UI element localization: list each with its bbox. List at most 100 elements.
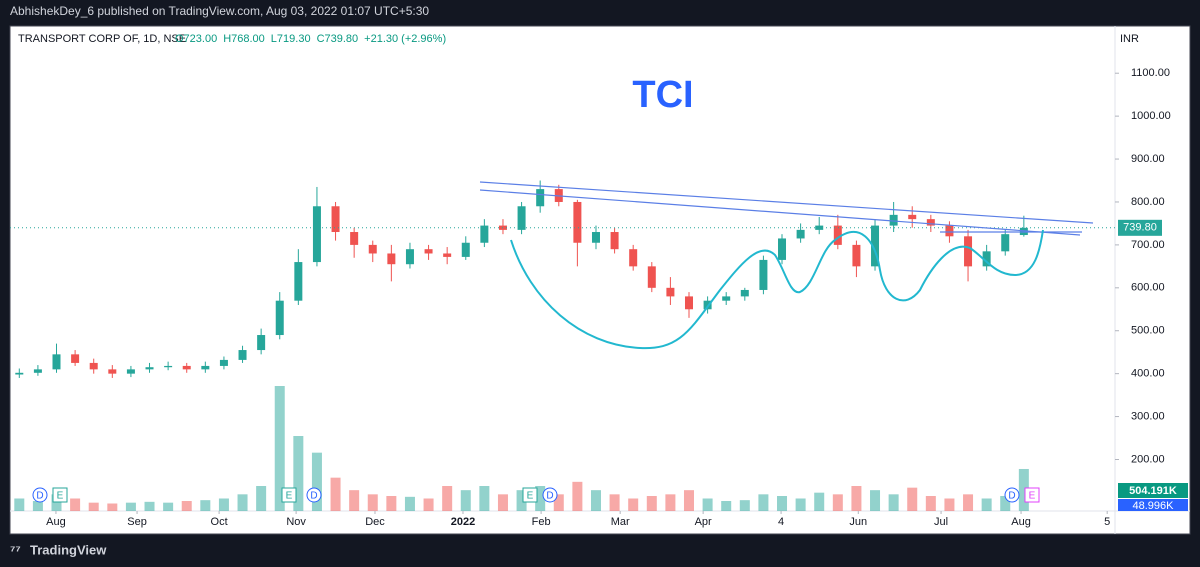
candle-body [350,232,359,245]
candle-body [424,249,433,254]
candle-body [15,372,24,375]
annotation-title: TCI [632,74,693,116]
volume-bar [516,490,527,511]
last-price-label: 739.80 [1123,222,1157,234]
candle-body [108,369,117,374]
volume-label: 504.191K [1129,485,1177,497]
candle-body [387,253,396,265]
volume-bar [777,496,788,511]
x-tick-label: 2022 [451,516,475,528]
volume-bar [330,477,341,511]
candle-body [610,232,619,250]
candle-body [964,236,973,267]
y-tick-label: 400.00 [1131,368,1165,380]
volume-bar [404,496,415,511]
volume-bar [200,500,211,511]
volume-bar [851,486,862,511]
candle-body [238,350,247,360]
volume-bar [125,502,136,511]
candle-body [591,232,600,243]
volume-bar [88,502,99,511]
candle-body [182,365,191,370]
volume-bar [237,494,248,511]
candle-body [926,219,935,226]
x-tick-label: Apr [695,516,712,528]
event-marker: D [546,491,553,502]
ohlc-value: +21.30 (+2.96%) [364,33,446,45]
x-tick-label: Dec [365,516,385,528]
candle-body [833,225,842,245]
candle-body [536,189,545,207]
volume-bar [925,496,936,511]
volume-bar [795,498,806,511]
candle-body [312,206,321,263]
volume-bar [646,496,657,511]
y-tick-label: 500.00 [1131,325,1165,337]
volume-bar [349,490,360,511]
volume-bar [739,500,750,511]
volume-ma-badge [1118,499,1188,511]
x-tick-label: Sep [127,516,147,528]
x-tick-label: Mar [611,516,630,528]
volume-bar [535,486,546,511]
volume-bar [32,501,43,511]
volume-bar [311,452,322,511]
event-marker: E [527,491,534,502]
volume-bar [832,494,843,511]
candle-body [219,359,228,366]
volume-bar [963,494,974,511]
volume-bar [1018,468,1029,511]
candle-body [126,369,135,374]
volume-bar [218,498,229,511]
volume-bar [144,501,155,511]
cup-handle-drawing [510,229,1044,350]
volume-bar [386,496,397,511]
candle-body [145,367,154,370]
volume-bar [683,490,694,511]
ohlc-value: C739.80 [317,33,359,45]
candle-body [405,249,414,265]
candle-body [1001,234,1010,252]
event-marker: E [286,491,293,502]
candle-body [629,249,638,267]
candle-body [89,362,98,370]
candle-body [517,206,526,230]
footer-brand: TradingView [30,542,107,557]
volume-bar [293,436,304,511]
candle-body [945,225,954,237]
candle-body [778,238,787,260]
candle-body [331,206,340,233]
x-tick-label: Jul [934,516,948,528]
candle-body [443,253,452,257]
volume-bar [442,486,453,511]
candle-body [759,259,768,290]
volume-bar [70,498,81,511]
volume-bar [423,498,434,511]
candle-body [889,214,898,226]
candle-body [294,262,303,301]
candle-body [815,225,824,230]
volume-bar [981,498,992,511]
volume-bar [590,490,601,511]
candle-body [480,225,489,243]
candle-body [740,289,749,297]
event-marker: D [1008,491,1015,502]
y-tick-label: 800.00 [1131,196,1165,208]
volume-bar [367,494,378,511]
volume-bar [665,494,676,511]
volume-bar [702,498,713,511]
ohlc-value: H768.00 [223,33,265,45]
candle-body [796,229,805,239]
volume-bar [609,494,620,511]
publisher: AbhishekDey_6 published on TradingView.c… [10,4,429,18]
candle-body [908,214,917,220]
candle-body [722,296,731,301]
volume-bar [870,490,881,511]
x-tick-label: 5 [1104,516,1110,528]
volume-bar [107,503,118,511]
candle-body [647,266,656,288]
y-tick-label: 1100.00 [1131,67,1170,79]
candle-body [871,225,880,267]
